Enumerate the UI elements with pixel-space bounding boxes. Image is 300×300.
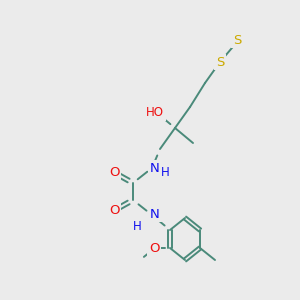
- Text: S: S: [233, 34, 241, 46]
- Text: S: S: [216, 56, 224, 68]
- Text: N: N: [150, 161, 160, 175]
- Text: O: O: [149, 242, 159, 254]
- Text: H: H: [160, 166, 169, 178]
- Text: H: H: [133, 220, 141, 233]
- Text: O: O: [109, 203, 119, 217]
- Text: HO: HO: [146, 106, 164, 119]
- Text: N: N: [150, 208, 160, 220]
- Text: O: O: [109, 167, 119, 179]
